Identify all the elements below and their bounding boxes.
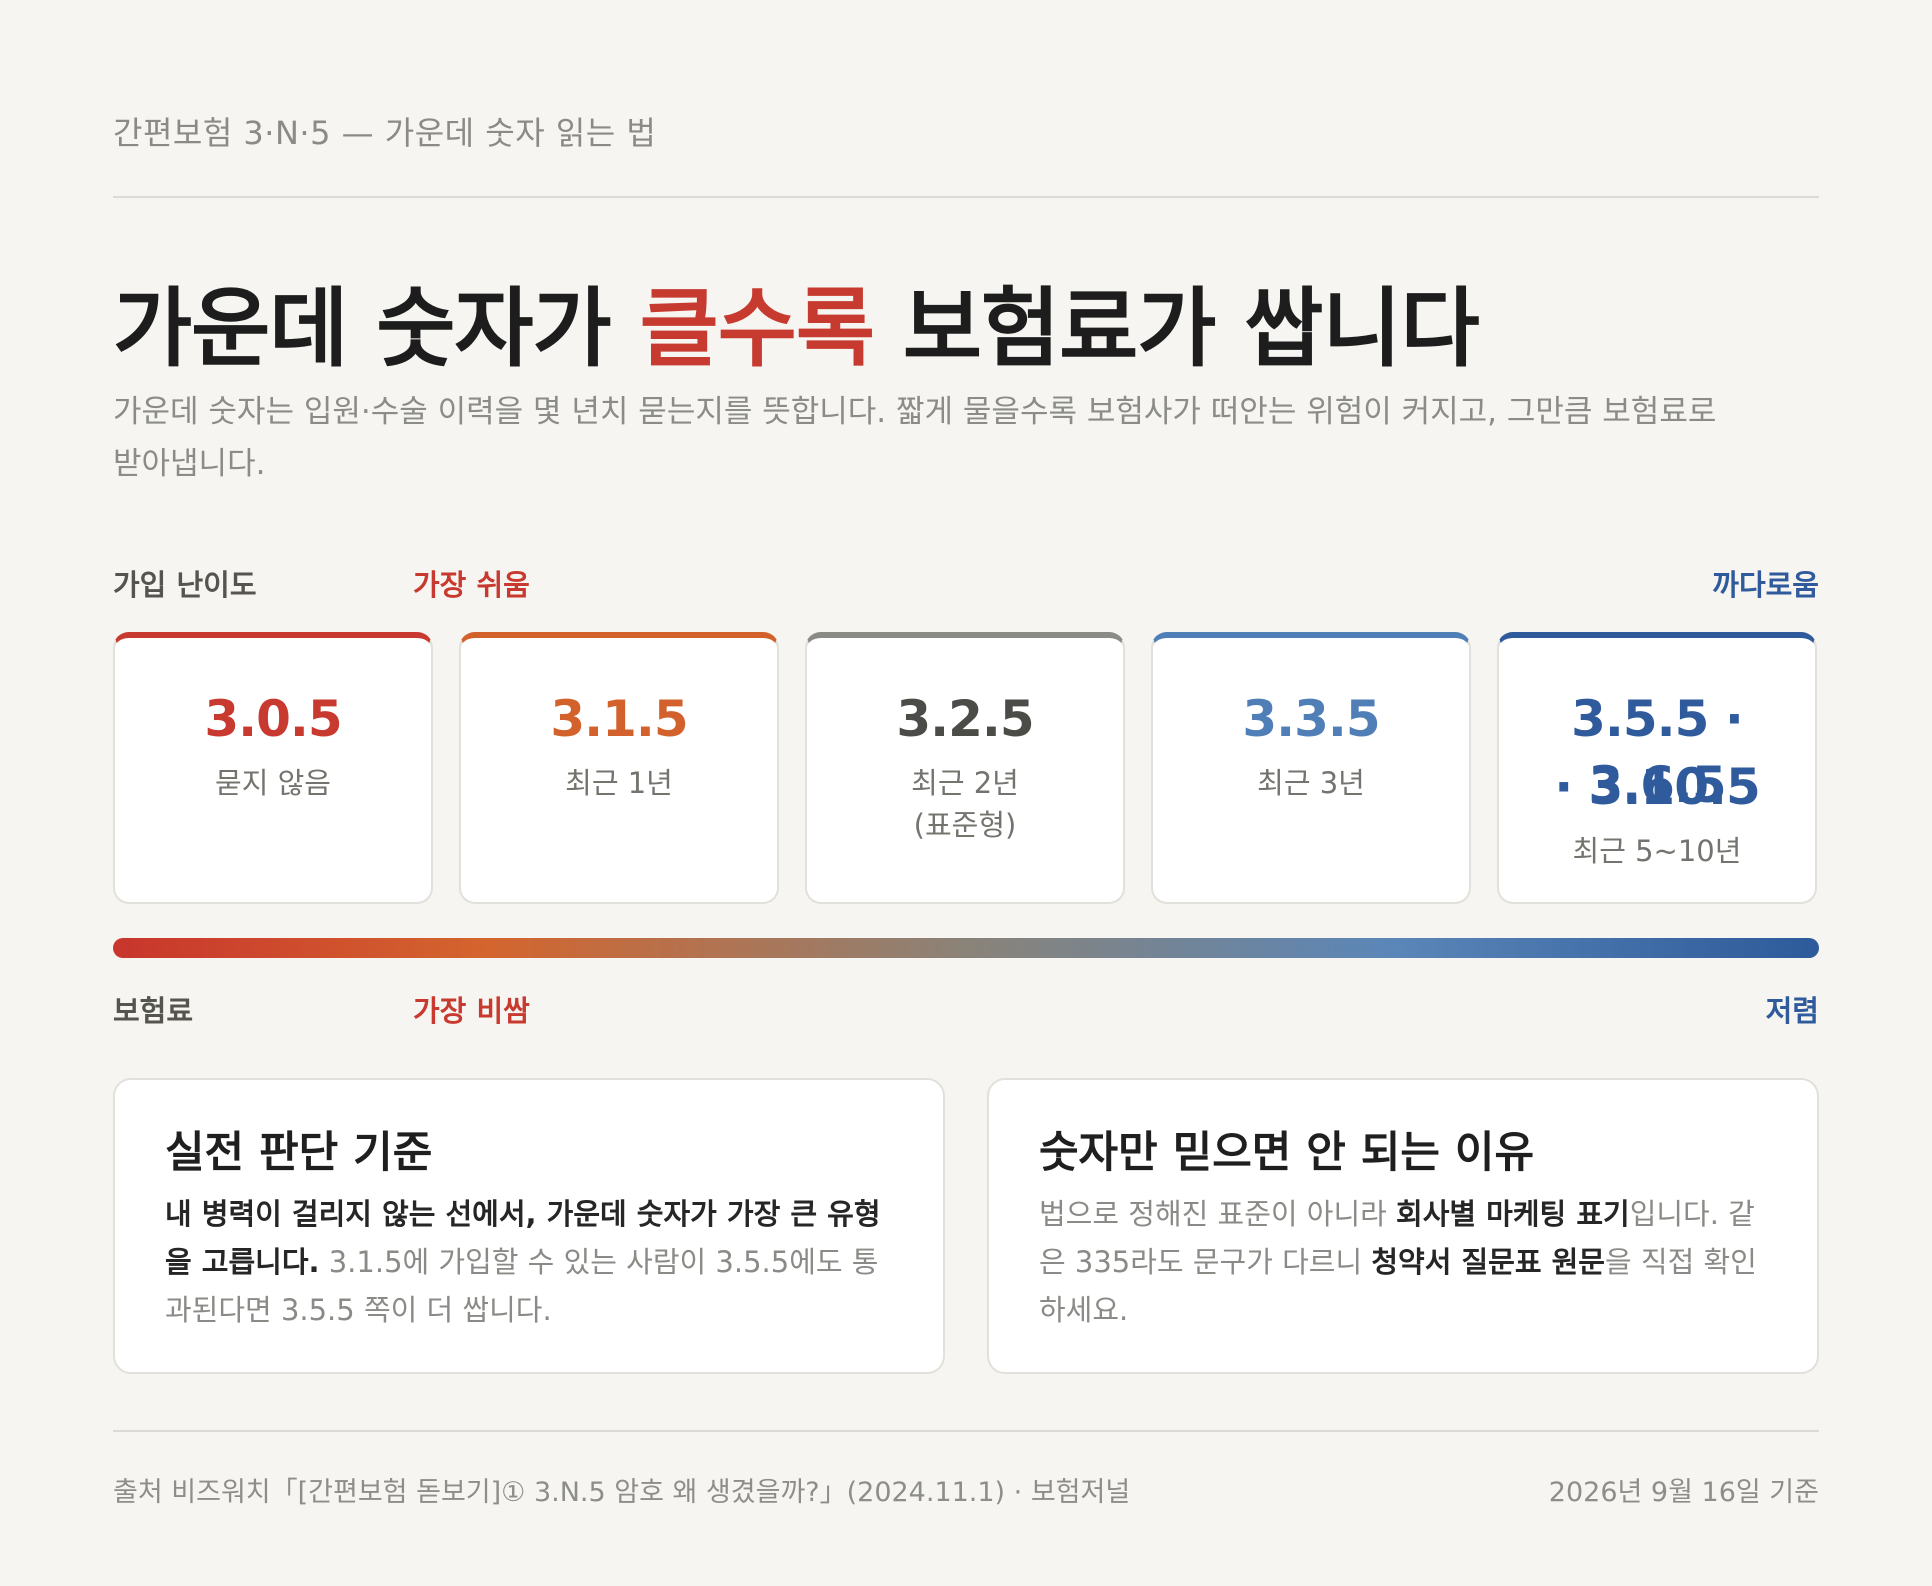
difficulty-axis-label: 가입 난이도	[113, 568, 257, 602]
card-desc: 묻지 않음	[215, 766, 331, 800]
card-code-line2: · 3.10.5	[1554, 758, 1761, 816]
premium-axis-high: 저렴	[1765, 994, 1819, 1028]
card-desc: 최근 1년	[565, 766, 673, 800]
info-title: 숫자만 믿으면 안 되는 이유	[1039, 1128, 1535, 1178]
headline-part-1: 가운데 숫자가	[113, 279, 640, 379]
premium-axis-low: 가장 비쌈	[413, 994, 530, 1028]
card-desc: 최근 2년	[911, 766, 1019, 800]
card-code-line1: 3.5.5 · 3.6.5	[1571, 690, 1744, 814]
card-3-5-5-plus: 3.5.5 · 3.6.5 · 3.10.5 최근 5~10년	[1497, 632, 1817, 904]
card-3-3-5: 3.3.5 최근 3년	[1151, 632, 1471, 904]
card-desc: 최근 5~10년	[1572, 834, 1742, 868]
difficulty-axis-high: 까다로움	[1712, 568, 1819, 602]
info-card-caution: 숫자만 믿으면 안 되는 이유 법으로 정해진 표준이 아니라 회사별 마케팅 …	[987, 1078, 1819, 1374]
info-emphasis: 회사별 마케팅 표기	[1396, 1197, 1630, 1231]
divider	[113, 1430, 1819, 1432]
difficulty-axis-low: 가장 쉬움	[413, 568, 530, 602]
info-emphasis: 내 병력이 걸리지 않는 선에서, 가운데 숫자가 가장 큰 유형을 고릅니다.	[165, 1197, 881, 1279]
card-code: 3.0.5	[204, 690, 342, 748]
headline-accent: 클수록	[639, 279, 875, 379]
card-3-1-5: 3.1.5 최근 1년	[459, 632, 779, 904]
card-desc: 최근 3년	[1257, 766, 1365, 800]
lead-paragraph: 가운데 숫자는 입원·수술 이력을 몇 년치 묻는지를 뜻합니다. 짧게 물을수…	[113, 394, 1717, 482]
card-desc-note: (표준형)	[913, 808, 1017, 842]
headline: 가운데 숫자가 클수록 보험료가 쌉니다	[113, 258, 1480, 383]
card-3-0-5: 3.0.5 묻지 않음	[113, 632, 433, 904]
headline-part-2: 보험료가 쌉니다	[873, 279, 1480, 379]
card-code: 3.2.5	[896, 690, 1034, 748]
info-text: 3.1.5에 가입할 수 있는 사람이 3.5.5에도 통과된다면 3.5.5 …	[165, 1245, 879, 1327]
divider	[113, 196, 1819, 198]
eyebrow-title: 간편보험 3·N·5 — 가운데 숫자 읽는 법	[113, 114, 657, 152]
info-emphasis: 청약서 질문표 원문	[1371, 1245, 1605, 1279]
info-text: 법으로 정해진 표준이 아니라	[1039, 1197, 1397, 1231]
info-text: 을 직접 확인하세요.	[1039, 1245, 1757, 1327]
card-code: 3.3.5	[1242, 690, 1380, 748]
info-body: 내 병력이 걸리지 않는 선에서, 가운데 숫자가 가장 큰 유형을 고릅니다.…	[165, 1190, 905, 1334]
gradient-scale-bar	[113, 938, 1819, 958]
info-title: 실전 판단 기준	[165, 1128, 433, 1178]
info-text: 입니다. 같은 335라도 문구가 다르니	[1039, 1197, 1755, 1279]
card-code: 3.1.5	[550, 690, 688, 748]
type-cards: 3.0.5 묻지 않음 3.1.5 최근 1년 3.2.5 최근 2년 (표준형…	[113, 632, 1819, 904]
info-body: 법으로 정해진 표준이 아니라 회사별 마케팅 표기입니다. 같은 335라도 …	[1039, 1190, 1779, 1334]
card-3-2-5: 3.2.5 최근 2년 (표준형)	[805, 632, 1125, 904]
premium-axis-label: 보험료	[113, 994, 194, 1028]
source-citation: 출처 비즈워치「[간편보험 돋보기]① 3.N.5 암호 왜 생겼을까?」(20…	[113, 1477, 1131, 1508]
info-card-practical: 실전 판단 기준 내 병력이 걸리지 않는 선에서, 가운데 숫자가 가장 큰 …	[113, 1078, 945, 1374]
as-of-date: 2026년 9월 16일 기준	[1548, 1477, 1819, 1508]
